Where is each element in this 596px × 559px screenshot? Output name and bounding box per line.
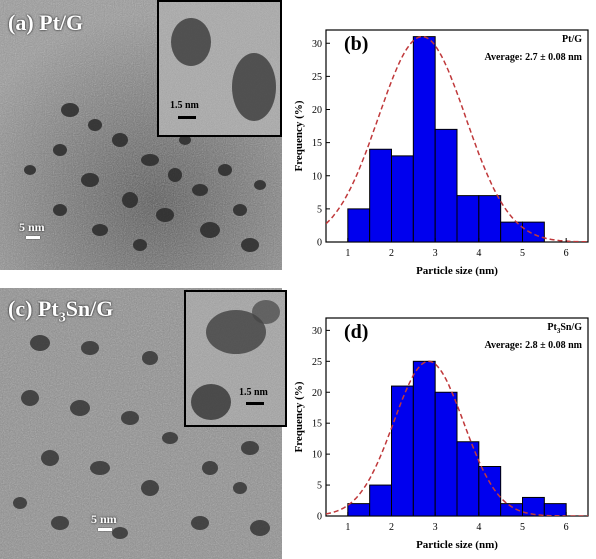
tem-inset-texture-c	[186, 292, 285, 425]
panel-label-c-suffix: Sn/G	[65, 296, 114, 321]
x-axis-label: Particle size (nm)	[416, 265, 498, 277]
y-tick-label: 25	[312, 357, 322, 368]
histogram-bar	[500, 503, 524, 517]
histogram-d: 1 2 3 4 5 6 0 5 10 15 20 25 30 Particle size (nm) Freq…	[290, 317, 590, 559]
y-tick-label: 5	[317, 204, 322, 215]
histogram-bar	[347, 503, 371, 517]
y-tick-label: 5	[317, 481, 322, 492]
x-tick-label: 2	[389, 248, 394, 259]
scale-bar-a	[26, 236, 40, 239]
histogram-bar	[500, 221, 524, 243]
x-tick-label: 5	[520, 248, 525, 259]
average-annotation: Average: 2.7 ± 0.08 nm	[484, 52, 582, 63]
series-name-sub: 3	[557, 327, 561, 335]
x-tick-label: 6	[564, 248, 569, 259]
gaussian-fit-curve	[326, 35, 588, 242]
y-tick-label: 30	[312, 326, 322, 337]
tem-inset-texture-a	[159, 2, 280, 135]
y-tick-label: 20	[312, 388, 322, 399]
histogram-bar	[347, 208, 371, 243]
histogram-bar	[369, 148, 392, 243]
panel-label-c: (c) Pt3Sn/G	[8, 296, 113, 326]
y-axis-label: Frequency (%)	[293, 381, 305, 452]
y-tick-label: 0	[317, 238, 322, 249]
histogram-bar	[478, 466, 502, 517]
x-tick-label: 2	[389, 522, 394, 533]
x-axis-label: Particle size (nm)	[416, 539, 498, 551]
gaussian-fit-curve	[326, 360, 588, 516]
x-tick-label: 4	[476, 248, 481, 259]
x-tick-label: 6	[564, 522, 569, 533]
x-tick-label: 4	[476, 522, 481, 533]
y-tick-label: 20	[312, 105, 322, 116]
histogram-bar	[434, 128, 458, 243]
histogram-bar	[456, 195, 480, 243]
histogram-bar	[369, 484, 392, 517]
panel-label-c-sub: 3	[58, 310, 66, 326]
series-name-suffix: Sn/G	[560, 322, 582, 333]
series-name: Pt/G	[562, 34, 582, 45]
inset-scale-label-a: 1.5 nm	[170, 100, 199, 111]
histogram-bar	[391, 385, 414, 517]
histogram-bar	[391, 155, 414, 243]
x-tick-label: 1	[345, 248, 350, 259]
histogram-bar	[412, 36, 436, 243]
inset-scale-bar-c	[246, 402, 264, 405]
histogram-d-svg: 1 2 3 4 5 6 0 5 10 15 20 25 30 Particle size (nm) Freq…	[293, 317, 589, 551]
histogram-bar	[412, 360, 436, 517]
histogram-b-svg: 1 2 3 4 5 6 0 5 10 15 20 25 30 Particle size (nm) Freq…	[293, 29, 589, 277]
inset-scale-label-c: 1.5 nm	[239, 387, 268, 398]
y-tick-label: 10	[312, 450, 322, 461]
histogram-bar	[522, 221, 545, 243]
series-name: Pt3Sn/G	[547, 322, 582, 335]
scale-bar-c	[98, 528, 112, 531]
histogram-bar	[434, 391, 458, 517]
y-tick-label: 30	[312, 39, 322, 50]
panel-label: (d)	[344, 321, 368, 343]
histogram-bar	[543, 503, 567, 517]
y-tick-label: 15	[312, 419, 322, 430]
y-tick-label: 15	[312, 138, 322, 149]
average-annotation: Average: 2.8 ± 0.08 nm	[484, 340, 582, 351]
x-tick-label: 1	[345, 522, 350, 533]
tem-inset-c	[184, 290, 287, 427]
y-axis-label: Frequency (%)	[293, 100, 305, 171]
histogram-b: 1 2 3 4 5 6 0 5 10 15 20 25 30 Particle size (nm) Freq…	[290, 29, 590, 285]
scale-label-c: 5 nm	[91, 512, 117, 526]
scale-label-a: 5 nm	[19, 220, 45, 234]
panel-label: (b)	[344, 33, 368, 55]
panel-label-a: (a) Pt/G	[8, 10, 84, 35]
tem-inset-a	[157, 0, 282, 137]
series-name-prefix: Pt	[547, 322, 557, 333]
x-tick-label: 3	[433, 522, 438, 533]
y-tick-label: 10	[312, 171, 322, 182]
histogram-bar	[478, 195, 502, 243]
x-tick-label: 5	[520, 522, 525, 533]
y-tick-label: 0	[317, 512, 322, 523]
inset-scale-bar-a	[178, 116, 196, 119]
x-tick-label: 3	[433, 248, 438, 259]
y-tick-label: 25	[312, 72, 322, 83]
panel-label-c-prefix: (c) Pt	[8, 296, 59, 321]
